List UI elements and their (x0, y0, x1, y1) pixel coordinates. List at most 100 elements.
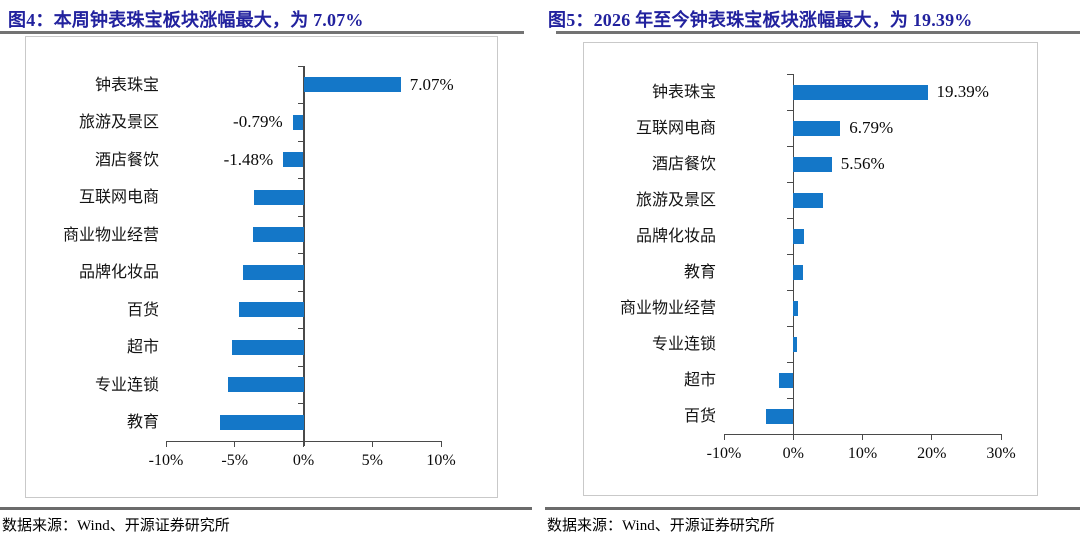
category-label: 商业物业经营 (619, 298, 716, 317)
category-axis-tick (787, 217, 794, 219)
x-tick-label: -5% (221, 452, 249, 469)
figure-5-title: 图5：2026 年至今钟表珠宝板块涨幅最大，为 19.39% (548, 10, 973, 30)
figure-4: 图4：本周钟表珠宝板块涨幅最大，为 7.07% -10% -5% 0% 5% 10% 钟表… (0, 10, 532, 534)
figure-5-bottom-divider (545, 507, 1080, 510)
bar (219, 414, 304, 430)
category-axis-tick (787, 397, 794, 399)
value-axis-tick (165, 441, 167, 447)
x-tick-label: -10% (706, 445, 742, 462)
category-axis-tick (787, 289, 794, 291)
bar (227, 377, 304, 393)
category-axis (792, 74, 795, 439)
value-axis-tick (234, 441, 236, 447)
category-label: 专业连锁 (94, 374, 159, 394)
x-tick-label: 30% (986, 445, 1016, 462)
bar (793, 84, 928, 100)
x-tick-label: 5% (361, 452, 383, 469)
category-label: 钟表珠宝 (651, 82, 716, 101)
category-axis-tick (297, 178, 304, 179)
x-tick-label: 0% (782, 445, 804, 462)
value-axis-tick (862, 434, 863, 440)
category-axis-tick (297, 215, 304, 217)
category-axis-tick (297, 103, 304, 104)
x-tick-label: 20% (917, 445, 947, 462)
category-label: 超市 (126, 337, 159, 357)
figure-4-source: 数据来源：Wind、开源证券研究所 (2, 518, 230, 534)
category-axis-tick (787, 109, 794, 111)
figure-4-title-underline (0, 31, 524, 34)
value-axis-tick (792, 434, 794, 440)
figure-4-title: 图4：本周钟表珠宝板块涨幅最大，为 7.07% (8, 10, 364, 30)
category-label: 品牌化妆品 (635, 226, 716, 245)
category-label: 酒店餐饮 (94, 149, 159, 169)
category-label: 商业物业经营 (62, 224, 159, 244)
figure-4-bottom-divider (0, 507, 532, 510)
value-axis-tick (440, 441, 442, 447)
category-axis-tick (787, 145, 794, 147)
category-label: 旅游及景区 (635, 190, 716, 209)
category-axis-tick (297, 65, 304, 67)
bar (793, 192, 824, 208)
figure-5-source: 数据来源：Wind、开源证券研究所 (547, 518, 775, 534)
bar (254, 189, 304, 205)
category-label: 品牌化妆品 (78, 262, 159, 282)
bar (292, 114, 304, 130)
category-label: 教育 (683, 262, 716, 281)
category-label: 教育 (126, 412, 159, 432)
bar (793, 120, 841, 136)
category-label: 百货 (683, 406, 716, 425)
category-axis-tick (787, 253, 794, 255)
category-axis-tick (297, 290, 304, 292)
bar (238, 302, 304, 318)
data-label: 5.56% (840, 154, 885, 173)
data-label: -0.79% (233, 112, 283, 132)
figure-5-chart-area: -10% 0% 10% 20% 30% 钟表珠宝 19.39% 互联网电商 6.79% 酒店餐饮 5… (583, 42, 1038, 496)
bar (765, 408, 794, 424)
category-label: 钟表珠宝 (94, 74, 159, 94)
category-label: 旅游及景区 (78, 112, 159, 132)
x-tick-label: 10% (847, 445, 878, 462)
value-axis-tick (931, 434, 933, 440)
value-axis-tick (371, 441, 373, 447)
x-tick-label: -10% (148, 452, 184, 469)
category-axis-tick (297, 403, 304, 404)
bar (252, 227, 304, 243)
bar (303, 77, 401, 93)
x-tick-label: 10% (426, 452, 456, 469)
category-axis-tick (787, 181, 794, 183)
category-label: 专业连锁 (651, 334, 716, 353)
bar (243, 264, 304, 280)
figure-5: 图5：2026 年至今钟表珠宝板块涨幅最大，为 19.39% -10% 0% 10%… (540, 0, 1080, 545)
data-label: 19.39% (936, 82, 989, 101)
data-label: 7.07% (409, 74, 454, 94)
category-axis-tick (297, 365, 304, 367)
category-axis-tick (787, 325, 794, 327)
figure-5-title-underline (556, 31, 1080, 34)
bar (778, 372, 794, 388)
figure-4-chart-area: -10% -5% 0% 5% 10% 钟表珠宝 7.07% 旅游及景区 -0.79% 酒店餐饮 -1… (25, 36, 498, 498)
category-label: 酒店餐饮 (651, 154, 716, 173)
bar (793, 156, 832, 172)
bar (793, 264, 803, 280)
category-axis-tick (787, 73, 794, 75)
category-axis-tick (297, 253, 304, 254)
bar (793, 228, 805, 244)
bar (283, 152, 304, 168)
bar (793, 336, 797, 352)
category-label: 百货 (126, 299, 159, 319)
category-axis-tick (297, 328, 304, 329)
bar (232, 339, 304, 355)
category-axis-tick (787, 361, 794, 363)
value-axis-tick (303, 441, 304, 447)
bar (793, 300, 799, 316)
value-axis-tick (723, 434, 725, 440)
data-label: -1.48% (223, 149, 274, 169)
category-axis (303, 66, 305, 446)
x-tick-label: 0% (292, 452, 315, 469)
category-label: 互联网电商 (635, 118, 716, 137)
data-label: 6.79% (849, 118, 894, 137)
category-label: 互联网电商 (78, 187, 159, 207)
value-axis-tick (1000, 434, 1002, 440)
category-axis-tick (297, 140, 304, 142)
